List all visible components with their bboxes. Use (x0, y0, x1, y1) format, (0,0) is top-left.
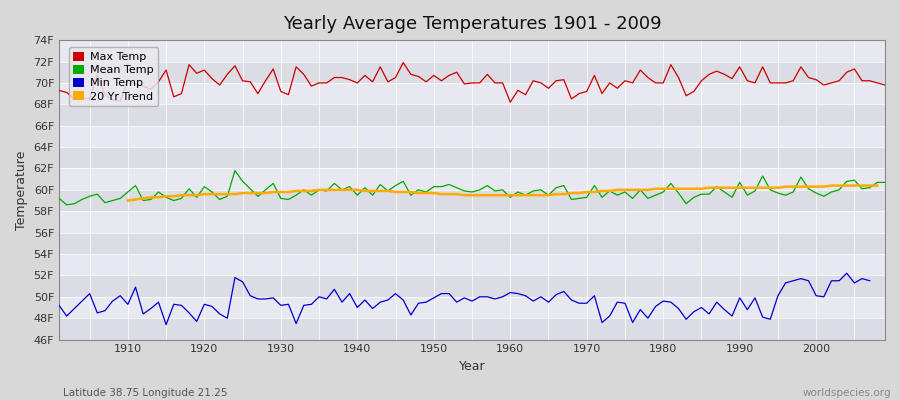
Bar (59, 254, 885, 276)
Title: Yearly Average Temperatures 1901 - 2009: Yearly Average Temperatures 1901 - 2009 (283, 15, 662, 33)
Text: worldspecies.org: worldspecies.org (803, 388, 891, 398)
Bar (59, 147, 885, 168)
Bar (59, 83, 885, 104)
Bar (59, 126, 885, 147)
Text: Latitude 38.75 Longitude 21.25: Latitude 38.75 Longitude 21.25 (63, 388, 228, 398)
Bar (59, 40, 885, 62)
Y-axis label: Temperature: Temperature (15, 150, 28, 230)
Bar (59, 297, 885, 318)
Legend: Max Temp, Mean Temp, Min Temp, 20 Yr Trend: Max Temp, Mean Temp, Min Temp, 20 Yr Tre… (68, 47, 158, 106)
Bar (59, 233, 885, 254)
X-axis label: Year: Year (459, 360, 485, 373)
Bar (59, 62, 885, 83)
Bar (59, 318, 885, 340)
Bar (59, 104, 885, 126)
Bar (59, 211, 885, 233)
Bar (59, 276, 885, 297)
Bar (59, 168, 885, 190)
Bar (59, 190, 885, 211)
